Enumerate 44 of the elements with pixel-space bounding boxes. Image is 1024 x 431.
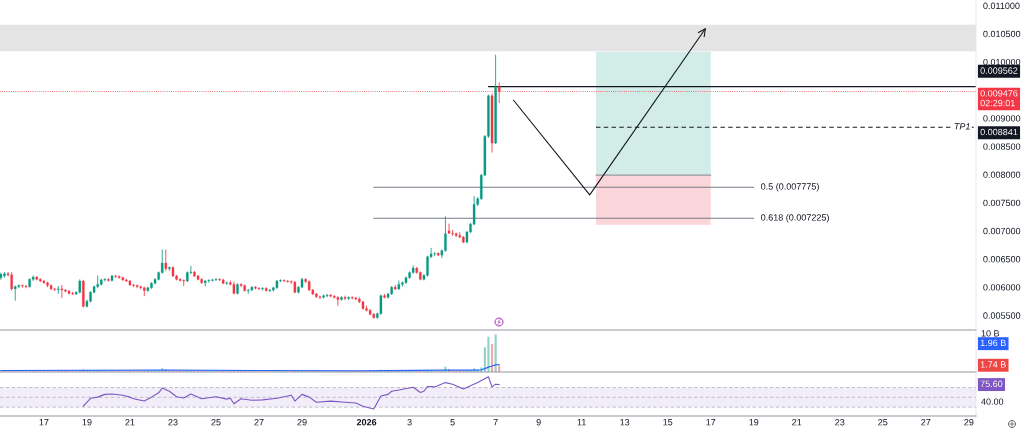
- x-tick-label: 25: [211, 419, 221, 426]
- series-label: 0.5 (0.007775): [761, 183, 819, 192]
- y-tick-label: 0.008500: [983, 143, 1021, 150]
- x-tick-label: 5: [450, 419, 455, 426]
- x-tick-label: 11: [577, 419, 586, 426]
- x-tick-label: 3: [407, 419, 412, 426]
- ref-line-label: 0.009476 02:29:01: [980, 90, 1018, 107]
- data-label: 0.009562: [980, 67, 1018, 74]
- x-tick-label: 27: [254, 419, 264, 426]
- x-tick-label: 27: [921, 419, 931, 426]
- text: 75.60: [980, 380, 1003, 387]
- legend-label: TP1: [954, 123, 970, 130]
- y-tick-label: 0.011000: [983, 2, 1020, 9]
- x-tick-label: 23: [835, 419, 845, 426]
- x-tick-label: 19: [82, 419, 92, 426]
- y-tick-label: 0.005500: [983, 312, 1021, 319]
- text: 1.74 B: [980, 361, 1006, 368]
- y-tick-label: 0.007000: [983, 227, 1021, 235]
- x-tick-label: 29: [964, 419, 974, 426]
- x-tick-label: 23: [168, 419, 178, 426]
- y-tick-label: 0.010500: [983, 30, 1021, 38]
- y-tick-label: 0.007500: [983, 199, 1021, 207]
- y-tick-label: 0.008000: [983, 171, 1021, 178]
- x-tick-label: 17: [39, 419, 49, 426]
- y-tick-label: 0.006000: [983, 284, 1021, 291]
- x-tick-label: 21: [792, 419, 802, 426]
- x-tick-label: 17: [706, 419, 716, 426]
- x-tick-label: 9: [536, 419, 541, 426]
- x-tick-label: 2026: [356, 419, 377, 426]
- y-tick-label: 0.006500: [983, 256, 1021, 263]
- text: 1.96 B: [980, 339, 1006, 347]
- x-tick-label: 21: [125, 419, 135, 426]
- x-tick-label: 19: [749, 419, 759, 426]
- text: 10 B: [981, 330, 1000, 337]
- y-tick-label: 0.010000: [983, 58, 1021, 66]
- series-label: 0.618 (0.007225): [761, 214, 829, 223]
- x-tick-label: 25: [878, 419, 888, 426]
- text: 40.00: [981, 398, 1004, 405]
- x-tick-label: 7: [493, 419, 498, 426]
- x-tick-label: 13: [620, 419, 630, 426]
- x-tick-label: 29: [297, 419, 307, 426]
- y-tick-label: 0.009000: [983, 115, 1021, 122]
- data-label: 0.008841: [980, 128, 1018, 136]
- x-tick-label: 15: [663, 419, 673, 426]
